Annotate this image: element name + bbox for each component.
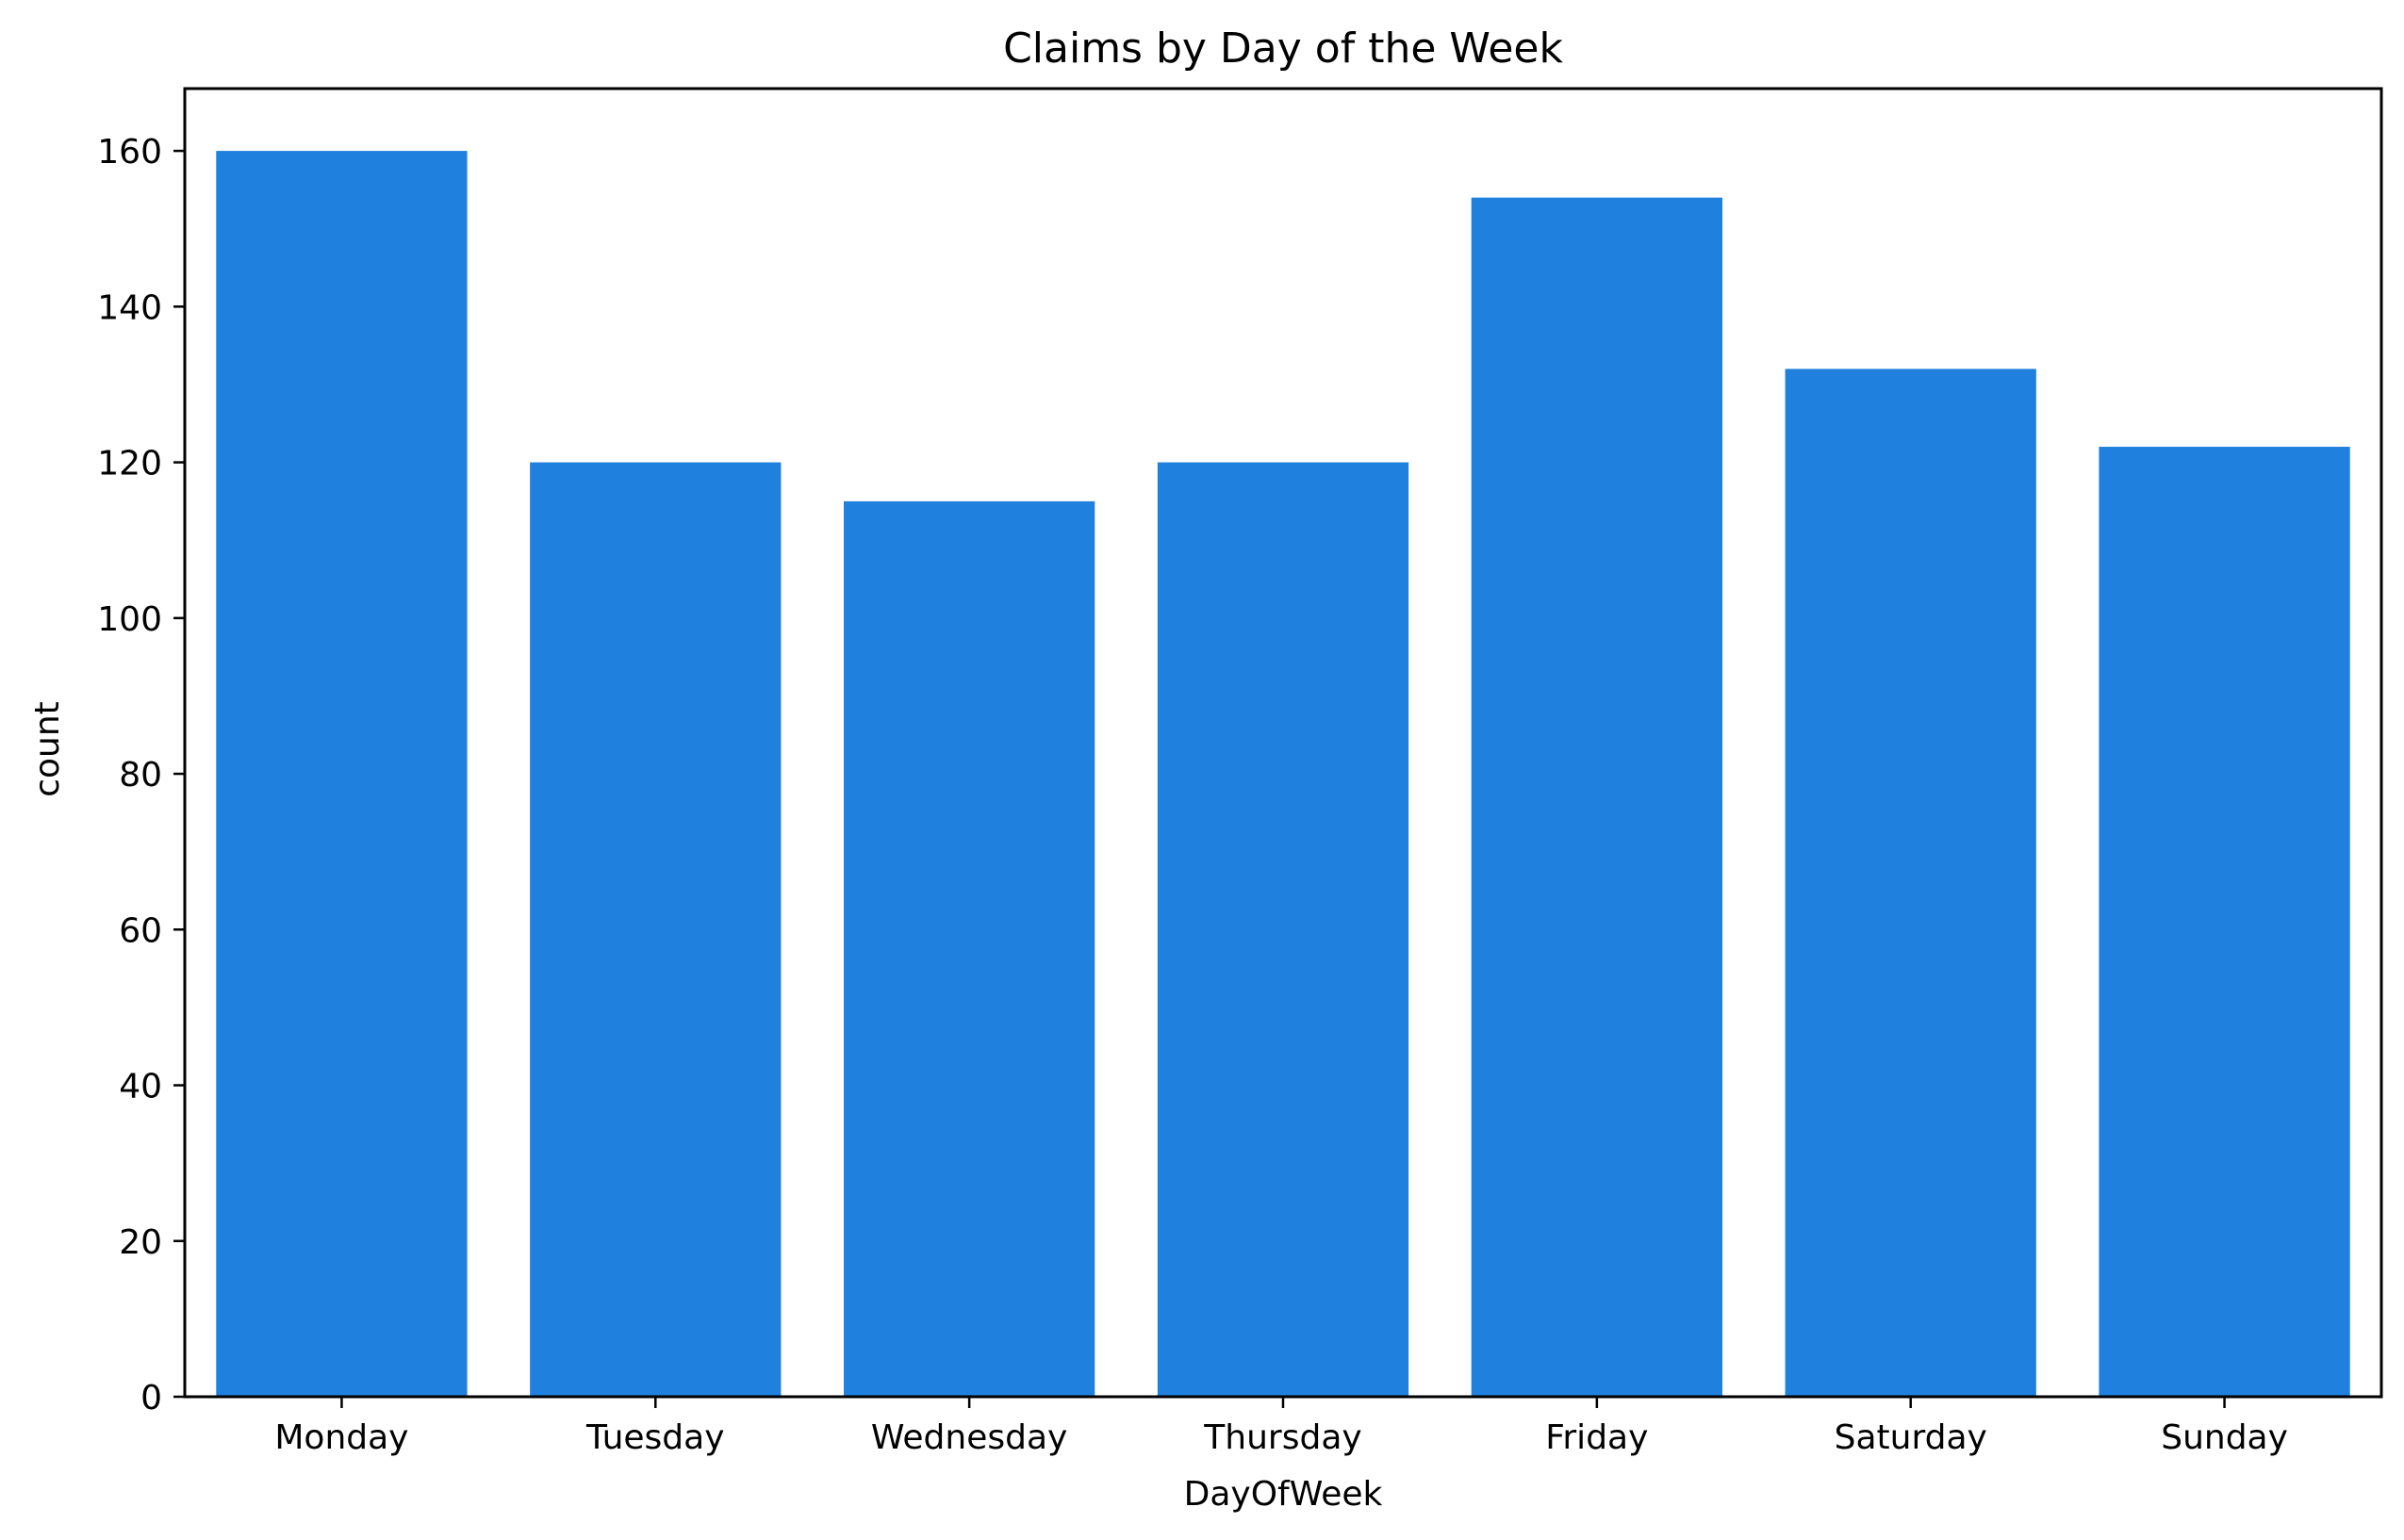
y-tick-label: 100 — [97, 600, 162, 639]
chart-title: Claims by Day of the Week — [1003, 25, 1563, 73]
x-tick-label: Saturday — [1835, 1418, 1987, 1457]
y-tick-label: 80 — [119, 756, 162, 795]
y-tick-label: 120 — [97, 445, 162, 483]
bar-monday — [216, 151, 468, 1398]
x-tick-label: Tuesday — [585, 1418, 724, 1457]
y-tick-label: 140 — [97, 288, 162, 327]
bar-thursday — [1157, 462, 1409, 1398]
y-tick-label: 40 — [119, 1068, 162, 1106]
x-tick-label: Monday — [274, 1418, 408, 1457]
y-axis-title: count — [28, 701, 67, 797]
bar-tuesday — [530, 462, 782, 1398]
y-tick-label: 60 — [119, 911, 162, 950]
y-tick-label: 160 — [97, 133, 162, 172]
plot-frame — [183, 87, 2383, 1399]
x-tick-label: Thursday — [1203, 1418, 1361, 1457]
x-tick-label: Sunday — [2161, 1418, 2288, 1457]
y-tick-label: 0 — [140, 1379, 162, 1417]
bar-friday — [1471, 197, 1722, 1398]
x-axis: Monday Tuesday Wednesday Thursday Friday Satu… — [274, 1397, 2288, 1457]
bars-group — [216, 151, 2350, 1398]
x-tick-label: Wednesday — [871, 1418, 1067, 1457]
bar-wednesday — [844, 500, 1095, 1397]
y-axis: 0 20 40 60 80 100 120 140 160 — [97, 133, 185, 1417]
bar-saturday — [1785, 369, 2036, 1397]
bar-sunday — [2099, 447, 2350, 1397]
x-tick-label: Friday — [1545, 1418, 1648, 1457]
y-tick-label: 20 — [119, 1223, 162, 1262]
x-axis-title: DayOfWeek — [1184, 1475, 1383, 1514]
